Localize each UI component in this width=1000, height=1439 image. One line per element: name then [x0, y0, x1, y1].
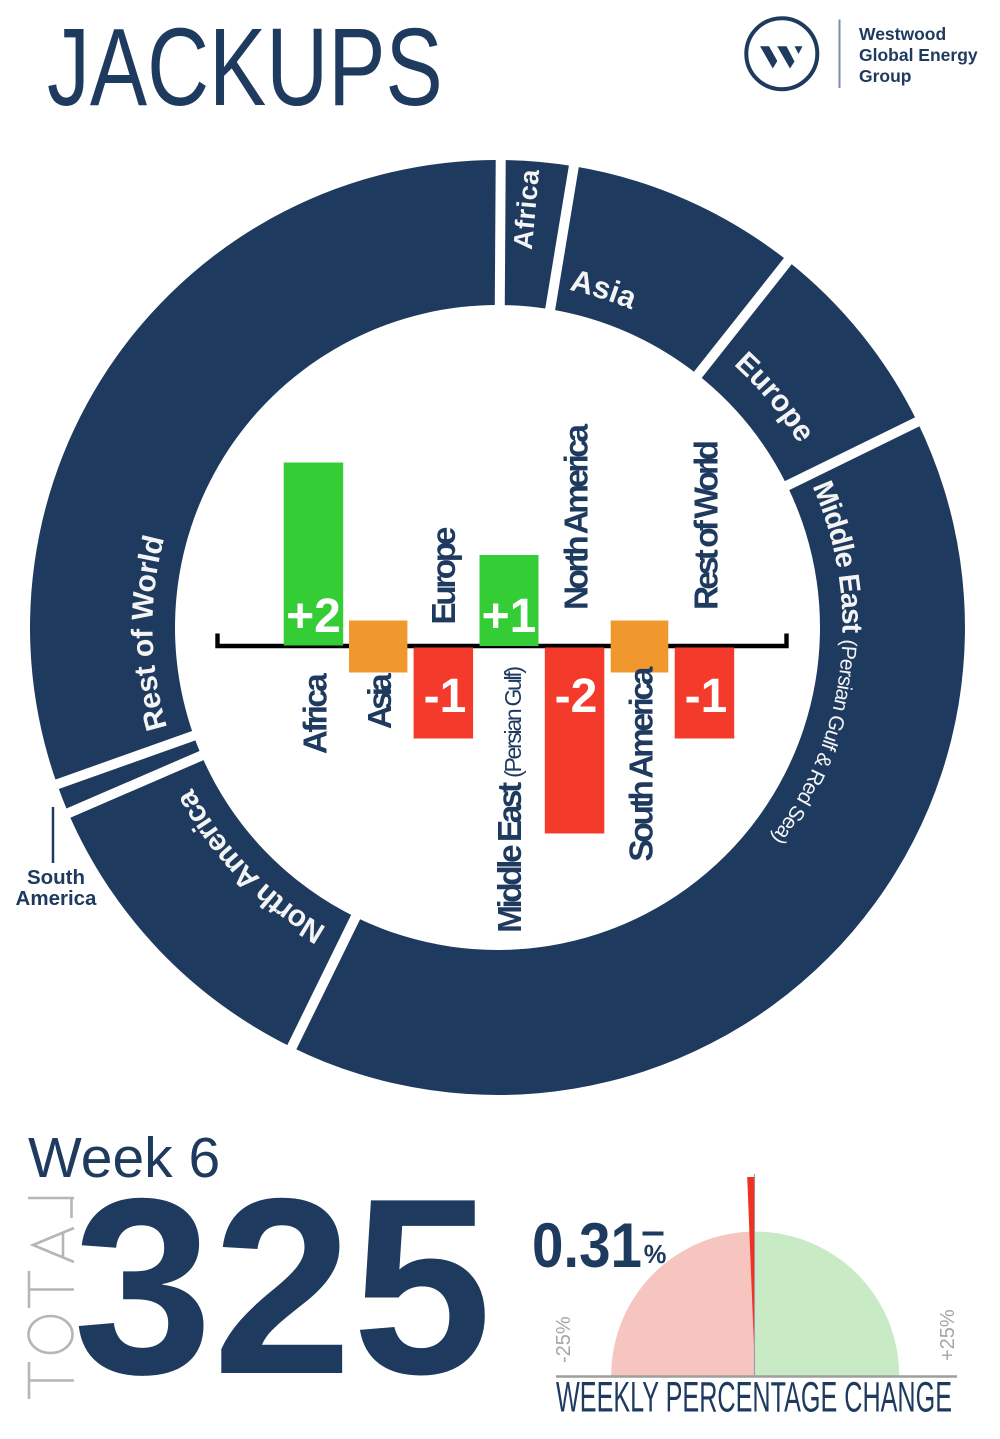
svg-text:325: 325 [73, 1147, 492, 1427]
svg-text:Africa: Africa [508, 167, 545, 250]
svg-text:Middle East: Middle East [492, 782, 529, 933]
svg-text:-1: -1 [424, 670, 467, 723]
svg-text:America: America [16, 887, 98, 910]
svg-text:Westwood: Westwood [859, 24, 946, 44]
svg-text:0.31: 0.31 [532, 1211, 642, 1281]
svg-text:North America: North America [559, 424, 596, 610]
svg-text:Asia: Asia [362, 673, 399, 729]
svg-text:Global Energy: Global Energy [859, 45, 978, 65]
svg-text:JACKUPS: JACKUPS [47, 6, 443, 129]
svg-text:+25%: +25% [937, 1309, 959, 1361]
svg-text:Week 6: Week 6 [28, 1126, 220, 1190]
svg-text:-2: -2 [555, 670, 598, 723]
svg-text:Rest of World: Rest of World [689, 440, 726, 610]
svg-text:+1: +1 [482, 590, 537, 643]
svg-text:South: South [27, 866, 85, 889]
svg-text:Group: Group [859, 66, 912, 86]
svg-text:Africa: Africa [298, 673, 335, 754]
svg-text:+2: +2 [286, 590, 341, 643]
svg-text:-25%: -25% [553, 1316, 575, 1363]
svg-text:%: % [644, 1241, 667, 1269]
svg-text:-1: -1 [685, 670, 728, 723]
svg-text:WEEKLY PERCENTAGE CHANGE: WEEKLY PERCENTAGE CHANGE [556, 1374, 952, 1422]
svg-text:South America: South America [624, 666, 661, 861]
svg-text:(Persian Gulf): (Persian Gulf) [500, 666, 526, 778]
svg-text:Europe: Europe [426, 527, 463, 625]
